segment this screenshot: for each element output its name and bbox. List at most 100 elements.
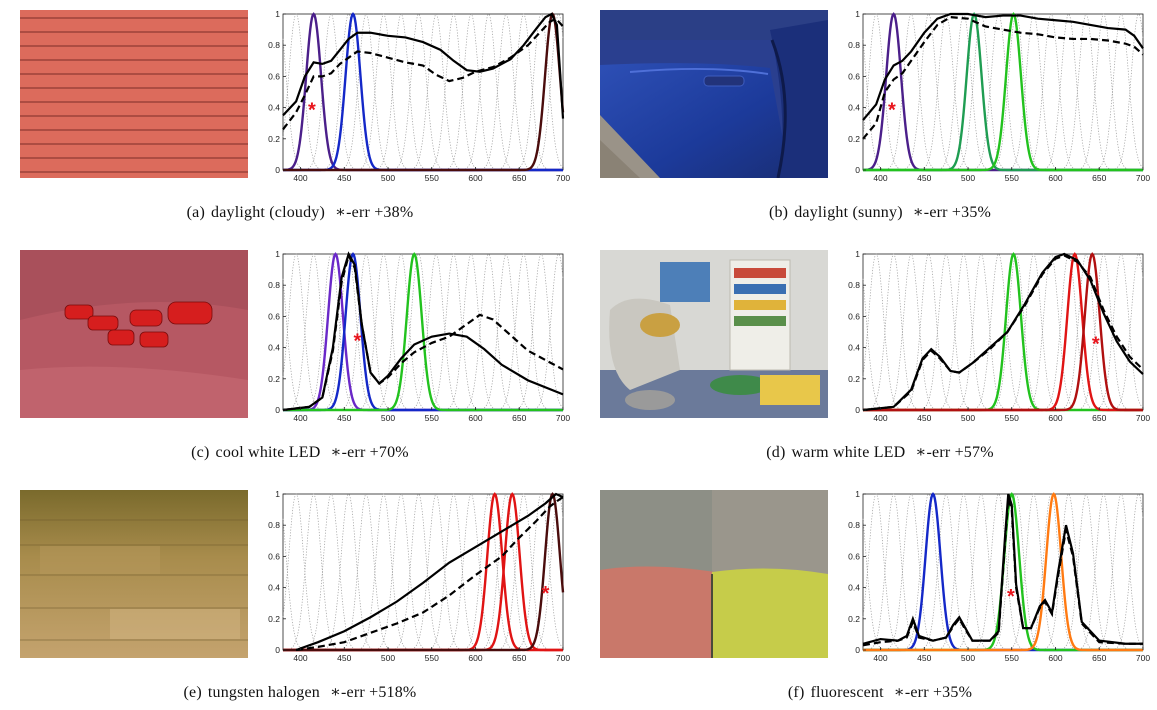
- y-tick-label: 0.4: [268, 583, 280, 593]
- caption-b: (b) daylight (sunny) ∗-err +35%: [768, 204, 992, 221]
- true-spectrum-line: [282, 12, 565, 119]
- y-tick-label: 0.6: [268, 311, 280, 321]
- selected-filter-curve: [863, 492, 1143, 652]
- filter-curve: [863, 493, 1143, 651]
- figure-panel-b: * 400 450 500 550 600 650 700 0 0.2 0.4 0.6 0.8 1 (b)…: [600, 9, 1157, 230]
- x-tick-label: 650: [1092, 173, 1106, 183]
- x-tick-label: 650: [512, 653, 526, 663]
- x-tick-label: 450: [917, 413, 931, 423]
- y-tick-label: 1: [855, 490, 860, 499]
- true-spectrum-line: [862, 12, 1144, 121]
- y-tick-label: 1: [275, 10, 280, 19]
- x-tick-label: 400: [293, 413, 307, 423]
- x-tick-label: 450: [917, 653, 931, 663]
- caption-d: (d) warm white LED ∗-err +57%: [766, 444, 994, 461]
- spectrum-plot-a: * 400 450 500 550 600 650 700 0 0.2 0.4 0.6 0.8 1: [253, 9, 583, 190]
- caption-a: (a) daylight (cloudy) ∗-err +38%: [186, 204, 414, 221]
- x-tick-label: 700: [556, 653, 570, 663]
- filter-curve: [283, 493, 563, 651]
- x-tick-label: 400: [873, 653, 887, 663]
- scene-photo-a: [20, 10, 248, 178]
- x-tick-label: 450: [337, 413, 351, 423]
- y-tick-label: 0.2: [848, 614, 860, 624]
- x-tick-label: 650: [512, 173, 526, 183]
- y-tick-label: 0: [275, 165, 280, 175]
- filter-curve: [863, 493, 1143, 651]
- y-tick-label: 0.2: [848, 374, 860, 384]
- scene-photo-f: [600, 490, 828, 658]
- x-tick-label: 600: [1048, 413, 1062, 423]
- scene-photo-b: [600, 10, 828, 178]
- x-tick-label: 650: [1092, 653, 1106, 663]
- x-tick-label: 500: [381, 173, 395, 183]
- optimal-marker-star: *: [1092, 333, 1100, 355]
- y-tick-label: 0.8: [848, 40, 860, 50]
- x-tick-label: 550: [1005, 173, 1019, 183]
- x-tick-label: 700: [1136, 413, 1150, 423]
- selected-filter-curve: [283, 492, 565, 652]
- scene-photo-c: [20, 250, 248, 418]
- x-tick-label: 500: [961, 173, 975, 183]
- filter-curve: [283, 493, 563, 651]
- y-tick-label: 0.8: [268, 520, 280, 530]
- y-tick-label: 0.4: [268, 343, 280, 353]
- x-tick-label: 500: [381, 413, 395, 423]
- x-tick-label: 650: [512, 413, 526, 423]
- x-tick-label: 550: [425, 653, 439, 663]
- x-tick-label: 600: [468, 173, 482, 183]
- optimal-marker-star: *: [353, 330, 361, 352]
- filter-curve: [863, 253, 1143, 411]
- x-tick-label: 400: [293, 173, 307, 183]
- figure-panel-f: * 400 450 500 550 600 650 700 0 0.2 0.4 0.6 0.8 1 (f)…: [600, 489, 1157, 710]
- filter-curve: [283, 13, 563, 171]
- filter-curve: [283, 253, 563, 411]
- y-tick-label: 0.6: [268, 71, 280, 81]
- y-tick-label: 0.6: [848, 311, 860, 321]
- y-tick-label: 0.8: [268, 40, 280, 50]
- optimal-marker-star: *: [308, 100, 316, 122]
- true-spectrum-line: [862, 493, 1143, 645]
- x-tick-label: 700: [556, 173, 570, 183]
- y-tick-label: 0.6: [268, 551, 280, 561]
- caption-c: (c) cool white LED ∗-err +70%: [191, 444, 409, 461]
- x-tick-label: 700: [1136, 653, 1150, 663]
- estimated-spectrum-line: [282, 17, 564, 131]
- spectrum-plot-b: * 400 450 500 550 600 650 700 0 0.2 0.4 0.6 0.8 1: [833, 9, 1157, 190]
- true-spectrum-line: [282, 251, 564, 412]
- y-tick-label: 0.2: [268, 374, 280, 384]
- x-tick-label: 550: [425, 173, 439, 183]
- x-tick-label: 650: [1092, 413, 1106, 423]
- x-tick-label: 450: [917, 173, 931, 183]
- y-tick-label: 0.4: [268, 103, 280, 113]
- y-tick-label: 0.4: [848, 583, 860, 593]
- optimal-marker-star: *: [542, 583, 550, 605]
- x-tick-label: 500: [961, 653, 975, 663]
- x-tick-label: 500: [961, 413, 975, 423]
- x-tick-label: 450: [337, 173, 351, 183]
- optimal-marker-star: *: [1007, 586, 1015, 608]
- selected-filter-curve: [283, 252, 563, 412]
- caption-e: (e) tungsten halogen ∗-err +518%: [183, 684, 417, 701]
- figure-panel-e: * 400 450 500 550 600 650 700 0 0.2 0.4 0.6 0.8 1 (e)…: [20, 489, 580, 710]
- y-tick-label: 0.8: [848, 520, 860, 530]
- y-tick-label: 0: [855, 645, 860, 655]
- selected-filter-curve: [863, 12, 1143, 172]
- filter-curve: [283, 13, 563, 171]
- filter-curve: [863, 13, 1143, 171]
- y-tick-label: 0.2: [848, 134, 860, 144]
- optimal-marker-star: *: [888, 100, 896, 122]
- y-tick-label: 0.6: [848, 71, 860, 81]
- y-tick-label: 0.6: [848, 551, 860, 561]
- x-tick-label: 700: [1136, 173, 1150, 183]
- true-spectrum-line: [295, 492, 564, 652]
- x-tick-label: 450: [337, 653, 351, 663]
- y-tick-label: 0: [275, 405, 280, 415]
- spectrum-plot-c: * 400 450 500 550 600 650 700 0 0.2 0.4 0.6 0.8 1: [253, 249, 583, 430]
- figure-panel-a: * 400 450 500 550 600 650 700 0 0.2 0.4 0.6 0.8 1 (a)…: [20, 9, 583, 230]
- x-tick-label: 600: [1048, 173, 1062, 183]
- y-tick-label: 0.4: [848, 343, 860, 353]
- scene-photo-d: [600, 250, 828, 418]
- y-tick-label: 0: [855, 405, 860, 415]
- true-spectrum-line: [862, 252, 1144, 412]
- filter-curve: [283, 253, 563, 411]
